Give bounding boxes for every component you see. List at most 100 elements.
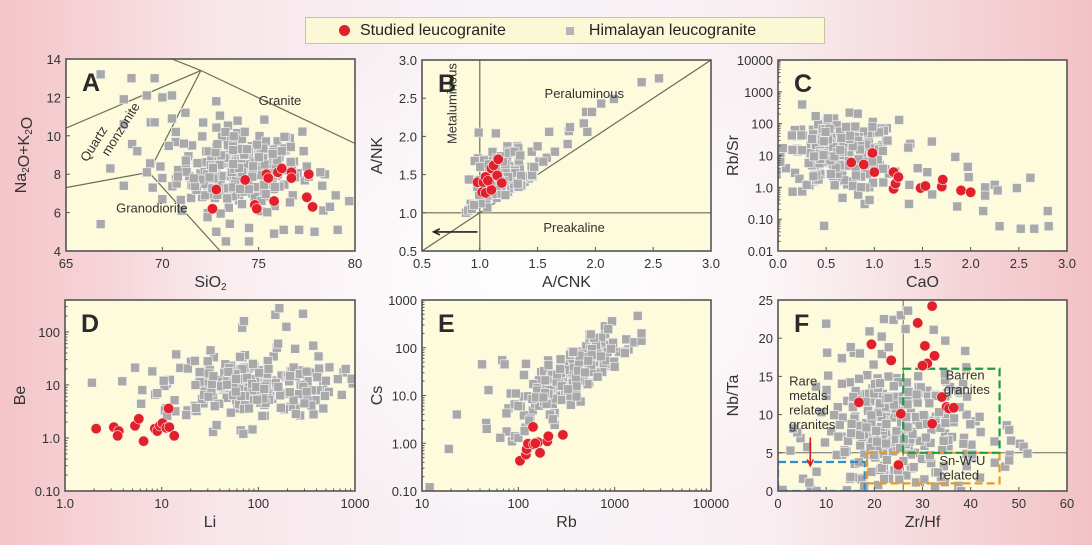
- himalayan-point: [332, 225, 343, 235]
- y-tick-label: 10.0: [392, 389, 417, 404]
- x-tick-label: 10: [415, 496, 429, 511]
- legend: Studied leucogranite Himalayan leucogran…: [305, 17, 825, 44]
- x-tick-label: 2.5: [644, 256, 662, 271]
- axis-label-part: Be: [12, 386, 29, 406]
- himalayan-point: [963, 172, 974, 182]
- x-tick-label: 1000: [341, 496, 370, 511]
- x-tick-label: 30: [915, 496, 929, 511]
- himalayan-point: [781, 163, 791, 174]
- x-tick-label: 0.5: [817, 256, 835, 271]
- himalayan-point: [142, 167, 152, 178]
- studied-point: [845, 157, 857, 169]
- himalayan-point: [495, 432, 506, 443]
- himalayan-point: [136, 398, 146, 409]
- himalayan-point: [309, 226, 320, 237]
- himalayan-point: [237, 199, 247, 209]
- himalayan-point: [829, 180, 840, 191]
- himalayan-point: [961, 362, 972, 373]
- himalayan-point: [821, 385, 832, 395]
- himalayan-point: [811, 486, 822, 491]
- himalayan-point: [891, 426, 902, 437]
- himalayan-point: [787, 186, 798, 197]
- x-tick-label: 3.0: [1058, 256, 1076, 271]
- himalayan-point: [274, 303, 285, 314]
- himalayan-point: [475, 162, 486, 172]
- himalayan-point: [228, 159, 239, 169]
- himalayan-point: [269, 182, 280, 192]
- himalayan-point: [787, 145, 798, 155]
- himalayan-point: [186, 193, 196, 203]
- legend-studied-label: Studied leucogranite: [360, 21, 506, 39]
- studied-point: [865, 338, 877, 350]
- himalayan-point: [940, 418, 951, 428]
- himalayan-point: [933, 467, 943, 478]
- himalayan-point: [587, 107, 597, 117]
- x-axis-label: SiO2: [194, 274, 227, 293]
- himalayan-point: [881, 438, 891, 449]
- studied-point: [919, 340, 931, 352]
- himalayan-point: [158, 375, 169, 386]
- himalayan-point: [876, 331, 887, 342]
- himalayan-point: [1012, 183, 1022, 193]
- x-tick-label: 10: [154, 496, 168, 511]
- himalayan-point: [477, 359, 487, 370]
- axis-label-part: O: [19, 117, 36, 129]
- x-tick-label: 0.5: [413, 256, 431, 271]
- himalayan-point: [868, 359, 879, 370]
- studied-point: [138, 435, 150, 447]
- himalayan-point: [215, 110, 225, 121]
- himalayan-point: [829, 151, 840, 162]
- himalayan-point: [330, 190, 341, 201]
- himalayan-point: [279, 132, 290, 142]
- studied-point: [926, 418, 938, 430]
- studied-marker-icon: [339, 25, 350, 36]
- himalayan-point: [226, 407, 236, 418]
- x-tick-label: 2.5: [1010, 256, 1028, 271]
- himalayan-point: [290, 343, 300, 354]
- himalayan-point: [950, 152, 961, 162]
- himalayan-point: [222, 379, 232, 390]
- himalayan-point: [285, 371, 295, 381]
- himalayan-point: [200, 190, 210, 201]
- x-tick-label: 60: [1060, 496, 1074, 511]
- field-label: metals: [789, 388, 828, 403]
- himalayan-point: [854, 373, 864, 384]
- himalayan-point: [491, 128, 501, 139]
- himalayan-point: [809, 151, 819, 162]
- himalayan-point: [879, 474, 889, 484]
- studied-point: [534, 447, 546, 459]
- x-tick-label: 20: [867, 496, 881, 511]
- himalayan-point: [325, 201, 335, 212]
- himalayan-point: [924, 398, 935, 409]
- himalayan-point: [500, 190, 511, 200]
- x-tick-label: 2.0: [962, 256, 980, 271]
- himalayan-point: [281, 321, 292, 332]
- himalayan-point: [235, 352, 245, 362]
- himalayan-point: [540, 375, 551, 386]
- himalayan-point: [848, 181, 858, 191]
- himalayan-point: [513, 432, 524, 443]
- himalayan-point: [912, 397, 923, 408]
- himalayan-point: [869, 450, 879, 460]
- himalayan-point: [845, 472, 856, 482]
- himalayan-point: [820, 127, 831, 137]
- himalayan-point: [301, 386, 312, 397]
- x-tick-label: 100: [247, 496, 269, 511]
- himalayan-point: [238, 428, 249, 439]
- himalayan-point: [883, 342, 894, 353]
- himalayan-point: [173, 171, 183, 182]
- x-tick-label: 1.5: [529, 256, 547, 271]
- y-tick-label: 10: [46, 378, 60, 393]
- axis-label-part: Rb: [556, 514, 577, 531]
- panel-label: E: [438, 310, 455, 338]
- himalayan-point: [324, 362, 335, 373]
- himalayan-point: [927, 189, 937, 200]
- panel-f: BarrengranitesRaremetalsrelatedgranitesS…: [725, 293, 1074, 531]
- himalayan-point: [839, 447, 850, 457]
- himalayan-point: [867, 121, 878, 132]
- himalayan-point: [189, 355, 200, 366]
- himalayan-point: [888, 399, 899, 410]
- himalayan-point: [204, 172, 215, 183]
- x-tick-label: 50: [1012, 496, 1026, 511]
- himalayan-point: [609, 361, 620, 372]
